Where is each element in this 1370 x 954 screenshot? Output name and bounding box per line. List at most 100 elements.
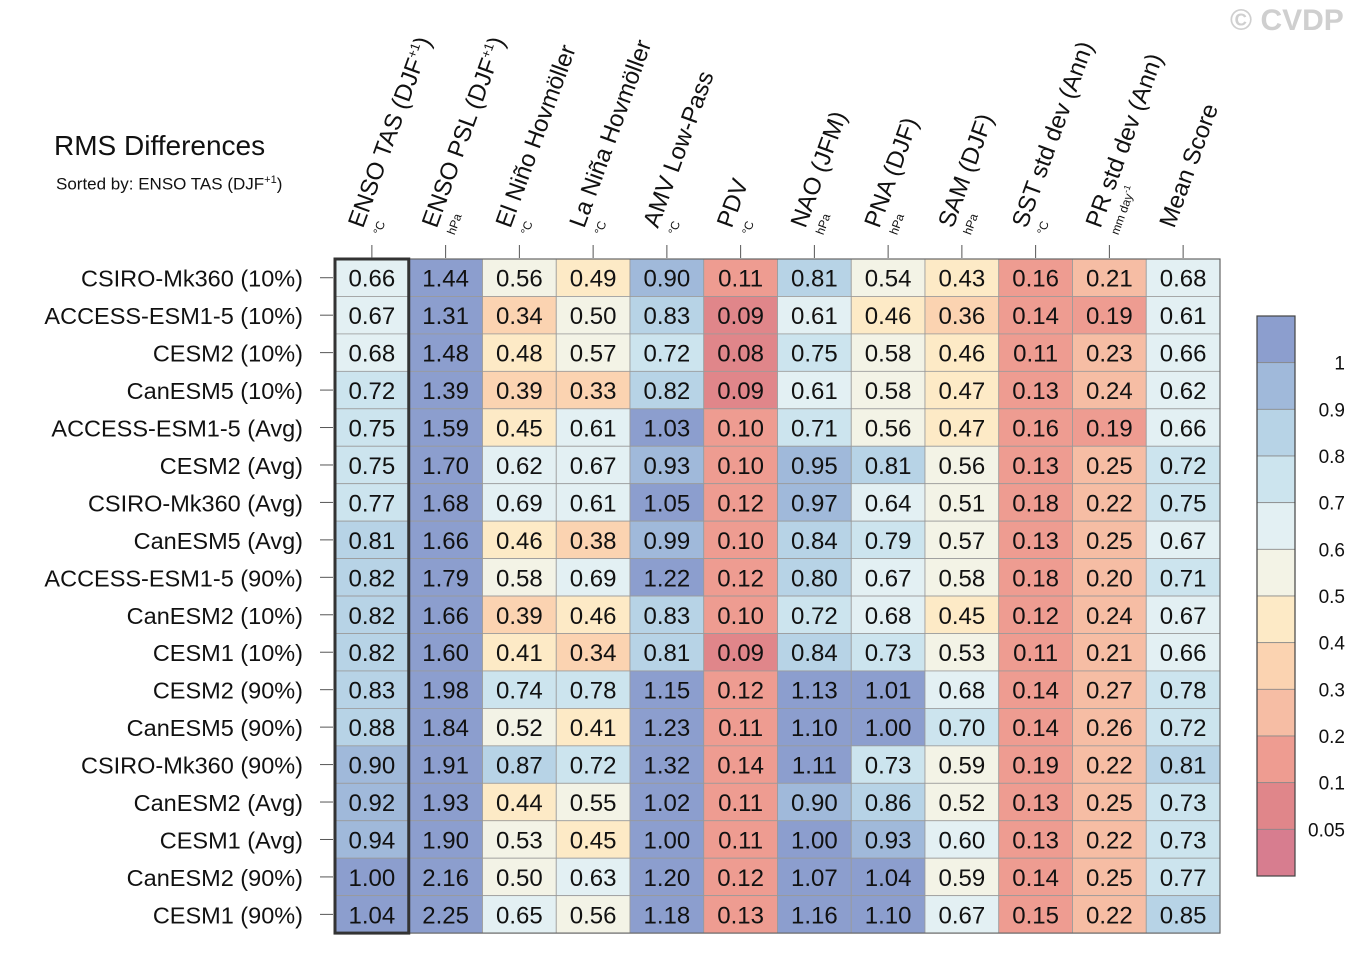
heatmap-cell [998, 558, 1073, 597]
cell-value: 0.83 [349, 678, 396, 705]
cell-value: 0.93 [865, 827, 912, 854]
row-label: CanESM5 (90%) [127, 715, 303, 741]
heatmap-cell [1145, 633, 1221, 672]
cell-value: 0.50 [570, 303, 617, 330]
column-unit: °C [665, 219, 683, 237]
cell-value: 0.22 [1086, 490, 1133, 517]
cell-value: 0.72 [644, 341, 691, 368]
heatmap-cell [1072, 258, 1147, 297]
cell-value: 0.54 [865, 266, 912, 293]
cell-value: 0.09 [717, 378, 764, 405]
cell-value: 0.25 [1086, 790, 1133, 817]
cell-value: 0.44 [496, 790, 543, 817]
cell-value: 1.07 [791, 865, 838, 892]
column-label: La Niña Hovmöller [564, 36, 657, 231]
cell-value: 0.18 [1012, 565, 1059, 592]
cell-value: 0.22 [1086, 902, 1133, 929]
cell-value: 0.66 [349, 266, 396, 293]
heatmap-cell [998, 296, 1073, 335]
heatmap-cell [334, 745, 410, 784]
row-label: CESM1 (Avg) [160, 827, 303, 853]
heatmap-cell [777, 782, 852, 822]
column-label: El Niño Hovmöller [491, 41, 582, 231]
cell-value: 1.04 [865, 865, 912, 892]
heatmap-cell [629, 558, 705, 597]
cell-value: 0.99 [644, 528, 691, 555]
row-label: CanESM2 (Avg) [134, 790, 303, 816]
cell-value: 0.47 [939, 416, 986, 443]
cell-value: 1.93 [422, 790, 469, 817]
column-label: PNA (DJF) [859, 114, 924, 231]
heatmap-cell [777, 745, 852, 784]
cell-value: 0.20 [1086, 565, 1133, 592]
cell-value: 1.10 [865, 902, 912, 929]
heatmap-cell [555, 445, 631, 485]
heatmap-cell [850, 633, 926, 672]
column-name-sup: +1 [478, 41, 497, 60]
cell-value: 0.56 [496, 266, 543, 293]
heatmap-cell [998, 445, 1073, 485]
heatmap-cell [924, 558, 1000, 597]
heatmap-cell [1072, 745, 1147, 784]
cell-value: 0.71 [1160, 565, 1207, 592]
column-unit-text: hPa [813, 211, 834, 236]
heatmap-cell [482, 296, 557, 335]
heatmap-cell [703, 670, 778, 709]
heatmap-cell [1145, 857, 1221, 897]
cell-value: 0.10 [717, 528, 764, 555]
cell-value: 0.52 [496, 715, 543, 742]
heatmap-cell [629, 520, 705, 560]
heatmap-cell [1072, 708, 1147, 747]
heatmap-cell [703, 296, 778, 335]
row-label: CanESM2 (90%) [127, 865, 303, 891]
heatmap-cell [555, 258, 631, 297]
cell-value: 0.74 [496, 678, 543, 705]
heatmap-cell [408, 445, 483, 485]
chart-title: RMS Differences [54, 130, 266, 161]
cell-value: 2.16 [422, 865, 469, 892]
cell-value: 0.72 [791, 603, 838, 630]
heatmap-cell [1072, 895, 1147, 934]
heatmap-cell [555, 333, 631, 372]
cell-value: 0.33 [570, 378, 617, 405]
heatmap-cell [924, 483, 1000, 522]
cell-value: 0.65 [496, 902, 543, 929]
row-label: CESM1 (90%) [153, 902, 303, 928]
cell-value: 0.45 [570, 827, 617, 854]
heatmap-cell [777, 708, 852, 747]
heatmap-cell [1145, 296, 1221, 335]
cell-value: 0.66 [1160, 416, 1207, 443]
column-unit-text: °C [370, 219, 388, 237]
cell-value: 2.25 [422, 902, 469, 929]
cell-value: 0.81 [644, 640, 691, 667]
heatmap-cell [924, 670, 1000, 709]
colorbar-swatch [1256, 502, 1296, 550]
cell-value: 0.41 [570, 715, 617, 742]
column-unit-text: °C [1034, 219, 1052, 237]
cell-value: 0.84 [791, 640, 838, 667]
column-unit-text: hPa [887, 211, 908, 236]
cell-value: 0.75 [791, 341, 838, 368]
heatmap-cell [850, 895, 926, 934]
cell-value: 1.98 [422, 678, 469, 705]
cell-value: 0.15 [1012, 902, 1059, 929]
cell-value: 0.09 [717, 303, 764, 330]
cell-value: 0.72 [1160, 453, 1207, 480]
column-name: AMV Low-Pass [638, 68, 719, 231]
heatmap-cell [777, 595, 852, 634]
heatmap-cell [703, 895, 778, 934]
heatmap-cell [998, 820, 1073, 859]
cell-value: 0.90 [791, 790, 838, 817]
cell-value: 0.13 [1012, 827, 1059, 854]
cell-value: 0.82 [349, 565, 396, 592]
heatmap-cell [1072, 483, 1147, 522]
heatmap-cell [1072, 520, 1147, 560]
cell-value: 0.94 [349, 827, 396, 854]
column-name: Mean Score [1154, 100, 1224, 231]
heatmap-cell [1072, 782, 1147, 822]
heatmap-cell [1145, 782, 1221, 822]
row-label: ACCESS-ESM1-5 (Avg) [51, 416, 303, 442]
cell-value: 0.73 [1160, 827, 1207, 854]
heatmap-cell [629, 483, 705, 522]
heatmap-cell [998, 782, 1073, 822]
